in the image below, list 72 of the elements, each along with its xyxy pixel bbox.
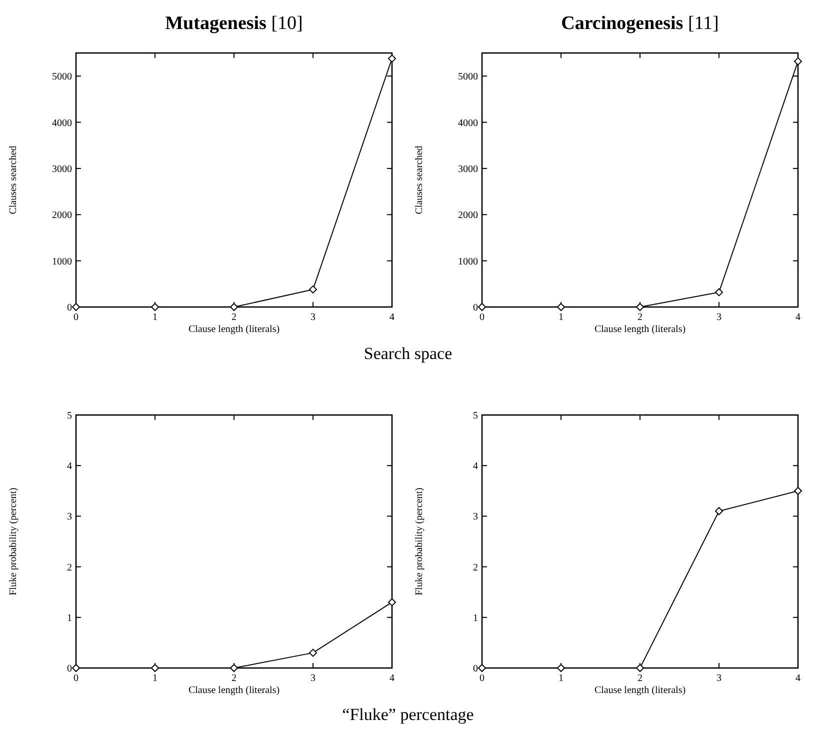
- point: [151, 303, 159, 311]
- y-tick-label: 2: [67, 562, 72, 574]
- x-tick-label: 2: [638, 312, 642, 323]
- x-axis-title: Clause length (literals): [594, 324, 686, 335]
- x-axis-title: Clause length (literals): [188, 685, 280, 696]
- y-tick-label: 5000: [52, 72, 72, 83]
- point: [715, 507, 723, 516]
- point: [388, 598, 396, 606]
- x-tick-label: 3: [716, 312, 722, 323]
- y-tick-label: 3: [67, 512, 72, 523]
- x-axis-title: Clause length (literals): [188, 324, 280, 335]
- x-tick-label: 1: [152, 673, 158, 684]
- y-tick-label: 4000: [52, 118, 72, 129]
- y-tick-label: 3000: [52, 164, 72, 175]
- point: [230, 303, 238, 311]
- point: [478, 303, 486, 311]
- point: [636, 303, 644, 311]
- chart-title: Mutagenesis [10]: [165, 13, 303, 34]
- point: [230, 664, 238, 672]
- y-tick-label: 2: [473, 562, 478, 574]
- point: [636, 664, 644, 672]
- y-tick-label: 1000: [458, 256, 478, 268]
- point: [794, 486, 802, 495]
- x-tick-label: 1: [558, 673, 564, 684]
- y-axis-title: Fluke probability (percent): [414, 488, 425, 596]
- text: “Fluke” percentage: [342, 705, 474, 724]
- y-tick-label: 4000: [458, 118, 478, 129]
- x-tick-label: 2: [232, 673, 236, 684]
- x-tick-label: 1: [152, 312, 158, 323]
- point: [388, 54, 396, 63]
- y-axis-title: Clauses searched: [414, 146, 425, 214]
- x-tick-label: 3: [716, 673, 722, 684]
- point: [309, 285, 317, 294]
- x-tick-label: 4: [796, 312, 800, 323]
- point: [72, 664, 80, 672]
- y-tick-label: 4: [67, 461, 72, 472]
- y-axis-title: Fluke probability (percent): [8, 488, 19, 596]
- y-tick-label: 0: [473, 302, 478, 314]
- x-tick-label: 1: [558, 312, 564, 323]
- y-axis-title: Clauses searched: [8, 146, 19, 214]
- point: [557, 303, 565, 311]
- x-tick-label: 2: [638, 673, 642, 684]
- y-tick-label: 1: [67, 612, 72, 624]
- x-tick-label: 2: [232, 312, 236, 323]
- y-tick-label: 2000: [458, 210, 478, 222]
- point: [72, 303, 80, 311]
- y-tick-label: 0: [473, 664, 478, 674]
- y-tick-label: 1: [473, 612, 478, 624]
- point: [478, 664, 486, 672]
- x-tick-label: 3: [310, 312, 316, 323]
- point: [715, 288, 723, 296]
- y-tick-label: 0: [67, 302, 72, 314]
- y-tick-label: 5000: [458, 72, 478, 83]
- y-tick-label: 3000: [458, 164, 478, 175]
- y-tick-label: 4: [473, 461, 478, 472]
- text: Search space: [364, 344, 452, 363]
- y-tick-label: 3: [473, 512, 478, 523]
- x-tick-label: 4: [796, 673, 800, 684]
- x-axis-title: Clause length (literals): [594, 685, 686, 696]
- y-tick-label: 5: [473, 410, 478, 422]
- point: [794, 57, 802, 66]
- y-tick-label: 5: [67, 410, 72, 422]
- y-tick-label: 1000: [52, 256, 72, 268]
- x-tick-label: 3: [310, 673, 316, 684]
- point: [309, 648, 317, 657]
- point: [151, 664, 159, 672]
- y-tick-label: 2000: [52, 210, 72, 222]
- x-tick-label: 4: [390, 673, 394, 684]
- x-tick-label: 4: [390, 312, 394, 323]
- chart-title: Carcinogenesis [11]: [561, 13, 719, 34]
- point: [557, 664, 565, 672]
- y-tick-label: 0: [67, 664, 72, 674]
